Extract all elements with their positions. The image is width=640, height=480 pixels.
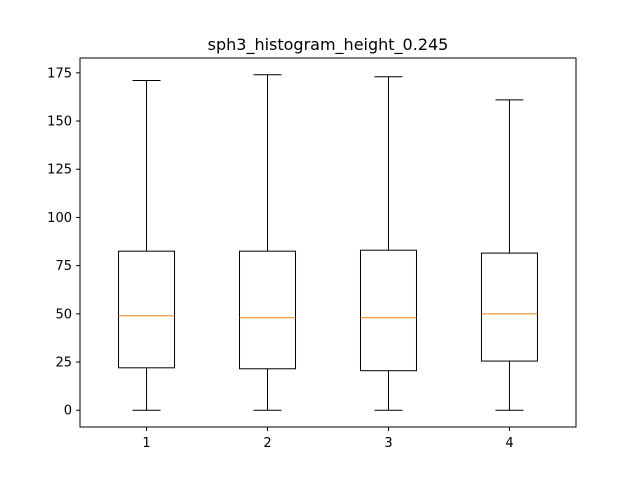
axes-frame — [79, 57, 577, 428]
box-iqr — [118, 250, 176, 369]
box-iqr — [359, 249, 417, 372]
y-tick-label: 25 — [55, 356, 72, 371]
y-tick-label: 75 — [55, 259, 72, 274]
x-tick-label: 3 — [384, 436, 392, 451]
y-tick-label: 100 — [47, 211, 72, 226]
plot-area: 0 25 50 75 100 125 150 175 1 2 3 4 — [47, 66, 538, 451]
box-iqr — [480, 252, 538, 362]
chart-title: sph3_histogram_height_0.245 — [208, 35, 449, 55]
y-tick-label: 150 — [47, 115, 72, 130]
y-tick-label: 50 — [55, 307, 72, 322]
box-iqr — [239, 250, 297, 370]
y-tick-label: 175 — [47, 66, 72, 81]
y-tick-label: 125 — [47, 163, 72, 178]
x-tick-label: 4 — [505, 436, 513, 451]
y-tick-label: 0 — [64, 404, 72, 419]
x-tick-label: 2 — [263, 436, 271, 451]
x-tick-label: 1 — [142, 436, 150, 451]
